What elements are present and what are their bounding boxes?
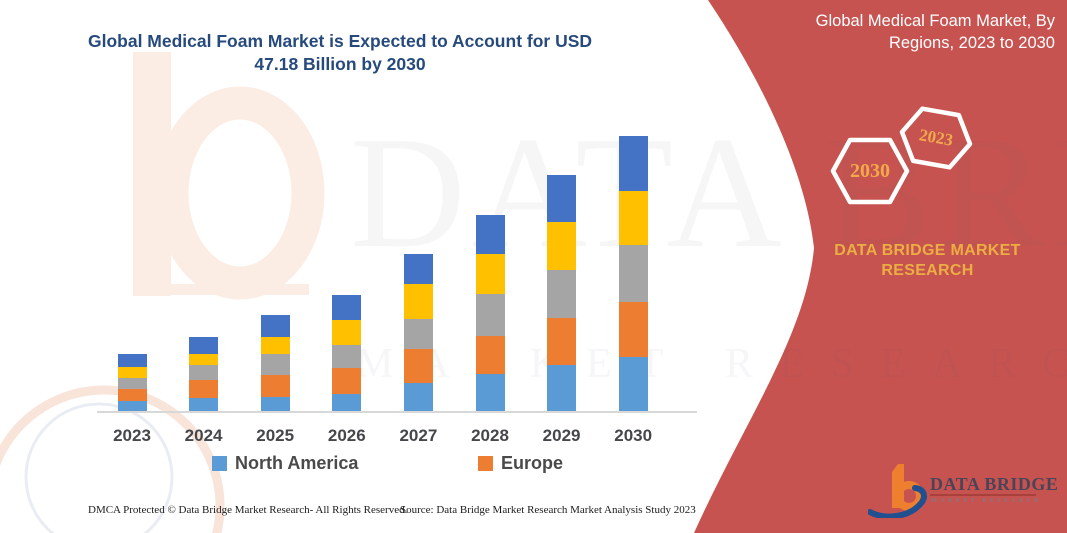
dbmr-logo-underline: [930, 494, 1036, 496]
stacked-bar-2024: [189, 337, 219, 412]
bar-2030-segment-0: [618, 357, 648, 412]
dbmr-logo-b-icon: [868, 464, 927, 518]
bar-2029-segment-1: [547, 318, 577, 365]
bar-2028-segment-3: [475, 254, 505, 294]
x-axis-label-2029: 2029: [542, 426, 581, 445]
stacked-bar-2023: [117, 354, 147, 412]
chart-title-line2: 47.18 Billion by 2030: [254, 54, 426, 74]
bar-2025-segment-4: [260, 315, 290, 337]
bar-2026-segment-0: [332, 394, 362, 412]
watermark-databridge-text: DATA BRIDGE: [350, 103, 1067, 281]
bar-2029-segment-3: [547, 222, 577, 270]
bar-2026-segment-2: [332, 345, 362, 368]
bar-2026-segment-4: [332, 295, 362, 320]
bar-2028-segment-0: [475, 374, 505, 412]
bar-2027-segment-3: [403, 284, 433, 319]
footer-dmca-text: DMCA Protected © Data Bridge Market Rese…: [88, 504, 408, 516]
footer-source-text: Source: Data Bridge Market Research Mark…: [400, 504, 696, 516]
bar-2026-segment-1: [332, 368, 362, 394]
brand-text: DATA BRIDGE MARKET RESEARCH: [815, 241, 1040, 281]
hexagon-2030: 2030: [830, 137, 910, 205]
legend-item-north-america: North America: [212, 453, 358, 474]
x-axis-label-2025: 2025: [256, 426, 295, 445]
hexagon-2023-outline: [899, 106, 973, 170]
side-panel-title-line1: Global Medical Foam Market, By: [815, 12, 1055, 30]
bar-2029-segment-4: [547, 175, 577, 222]
stacked-bar-2026: [332, 295, 362, 412]
bar-2030-segment-3: [618, 191, 648, 245]
legend-swatch-icon: [478, 456, 493, 471]
bar-2023-segment-4: [117, 354, 147, 367]
bar-2025-segment-0: [260, 397, 290, 412]
bar-2028-segment-1: [475, 336, 505, 374]
stacked-bar-2028: [475, 215, 505, 412]
bar-2024-segment-0: [189, 398, 219, 412]
bar-2029-segment-0: [547, 365, 577, 412]
hexagon-2030-outline: [830, 137, 910, 205]
legend-item-europe: Europe: [478, 453, 563, 474]
chart-title: Global Medical Foam Market is Expected t…: [40, 30, 640, 76]
brand-text-line2: RESEARCH: [881, 262, 974, 279]
bar-2029-segment-2: [547, 270, 577, 318]
bar-2023-segment-3: [117, 367, 147, 378]
bar-2025-segment-3: [260, 337, 290, 354]
watermark-marketresearch-text: MARKET RESEARCH: [356, 341, 1067, 387]
stacked-bar-2025: [260, 315, 290, 412]
bar-2024-segment-2: [189, 365, 219, 380]
stacked-bar-2029: [547, 175, 577, 412]
bar-2023-segment-2: [117, 378, 147, 389]
bar-2028-segment-4: [475, 215, 505, 254]
dbmr-logo: DATA BRIDGE MARKET RESEARCH: [868, 450, 1058, 520]
hexagon-2030-label: 2030: [850, 159, 890, 182]
bar-2024-segment-3: [189, 354, 219, 365]
bar-2030-segment-4: [618, 136, 648, 191]
bar-2023-segment-1: [117, 389, 147, 401]
bar-2027-segment-0: [403, 383, 433, 412]
legend-label: Europe: [501, 453, 564, 473]
bar-2023-segment-0: [117, 401, 147, 412]
dbmr-logo-name: DATA BRIDGE: [930, 474, 1059, 494]
bar-2024-segment-1: [189, 380, 219, 398]
dbmr-logo-subtitle: MARKET RESEARCH: [931, 497, 1042, 504]
bar-2028-segment-2: [475, 294, 505, 336]
stacked-bar-2027: [403, 254, 433, 412]
x-axis-label-2023: 2023: [113, 426, 151, 445]
bar-2024-segment-4: [189, 337, 219, 354]
side-panel-title-line2: Regions, 2023 to 2030: [888, 34, 1055, 52]
x-axis-label-2030: 2030: [614, 426, 653, 445]
stacked-bar-2030: [618, 136, 648, 412]
bar-2026-segment-3: [332, 320, 362, 345]
bar-2030-segment-2: [618, 245, 648, 302]
x-axis-label-2024: 2024: [184, 426, 223, 445]
chart-title-line1: Global Medical Foam Market is Expected t…: [87, 31, 593, 51]
x-axis-label-2028: 2028: [471, 426, 509, 445]
bar-2025-segment-2: [260, 354, 290, 375]
brand-text-line1: DATA BRIDGE MARKET: [834, 242, 1021, 259]
bar-2030-segment-1: [618, 302, 648, 357]
bar-2027-segment-4: [403, 254, 433, 284]
x-axis-line: [97, 411, 697, 413]
hexagon-2023: 2023: [895, 103, 978, 173]
bar-2027-segment-1: [403, 349, 433, 383]
side-panel-title: Global Medical Foam Market, By Regions, …: [755, 10, 1055, 54]
x-axis-label-2026: 2026: [327, 426, 366, 445]
bar-2027-segment-2: [403, 319, 433, 349]
x-axis-label-2027: 2027: [399, 426, 438, 445]
legend-label: North America: [235, 453, 359, 473]
bar-2025-segment-1: [260, 375, 290, 397]
legend-swatch-icon: [212, 456, 227, 471]
